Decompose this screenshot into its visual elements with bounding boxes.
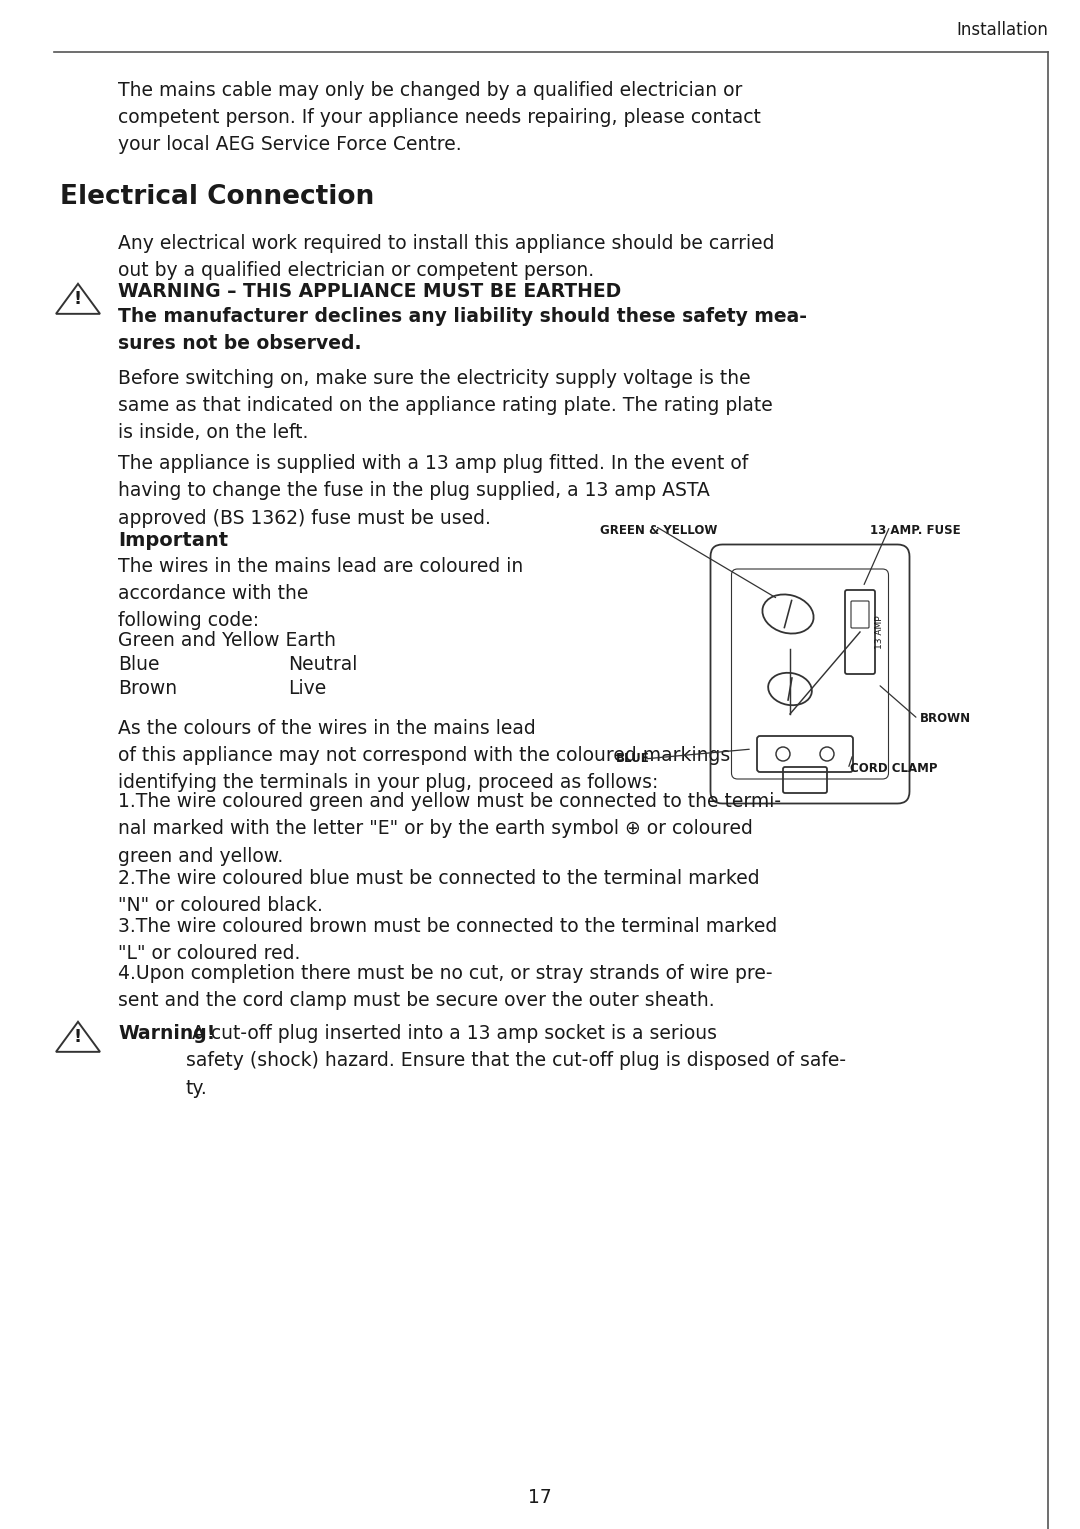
Text: BLUE: BLUE — [616, 752, 650, 766]
Text: Blue: Blue — [118, 654, 160, 674]
Text: Any electrical work required to install this appliance should be carried
out by : Any electrical work required to install … — [118, 234, 774, 280]
Text: The appliance is supplied with a 13 amp plug fitted. In the event of
having to c: The appliance is supplied with a 13 amp … — [118, 454, 748, 528]
Text: !: ! — [73, 1027, 82, 1046]
Text: Green and Yellow Earth: Green and Yellow Earth — [118, 631, 336, 650]
Text: Installation: Installation — [956, 21, 1048, 40]
Text: Important: Important — [118, 531, 228, 550]
Text: !: ! — [73, 291, 82, 307]
Text: As the colours of the wires in the mains lead
of this appliance may not correspo: As the colours of the wires in the mains… — [118, 719, 730, 792]
Text: WARNING – THIS APPLIANCE MUST BE EARTHED: WARNING – THIS APPLIANCE MUST BE EARTHED — [118, 281, 621, 301]
Text: Live: Live — [288, 679, 326, 699]
Text: A cut-off plug inserted into a 13 amp socket is a serious
safety (shock) hazard.: A cut-off plug inserted into a 13 amp so… — [186, 1024, 846, 1098]
Text: The manufacturer declines any liability should these safety mea-
sures not be ob: The manufacturer declines any liability … — [118, 307, 807, 353]
Text: Neutral: Neutral — [288, 654, 357, 674]
Text: 2.The wire coloured blue must be connected to the terminal marked
"N" or coloure: 2.The wire coloured blue must be connect… — [118, 868, 759, 916]
Text: 3.The wire coloured brown must be connected to the terminal marked
"L" or colour: 3.The wire coloured brown must be connec… — [118, 917, 778, 963]
Text: 4.Upon completion there must be no cut, or stray strands of wire pre-
sent and t: 4.Upon completion there must be no cut, … — [118, 963, 772, 1011]
Text: GREEN & YELLOW: GREEN & YELLOW — [600, 524, 717, 537]
Text: CORD CLAMP: CORD CLAMP — [850, 763, 937, 775]
Text: Before switching on, make sure the electricity supply voltage is the
same as tha: Before switching on, make sure the elect… — [118, 368, 773, 442]
Text: 13 AMP: 13 AMP — [876, 615, 885, 648]
Text: Electrical Connection: Electrical Connection — [60, 183, 375, 209]
Text: BROWN: BROWN — [920, 713, 971, 725]
Text: The mains cable may only be changed by a qualified electrician or
competent pers: The mains cable may only be changed by a… — [118, 81, 761, 154]
Text: 1.The wire coloured green and yellow must be connected to the termi-
nal marked : 1.The wire coloured green and yellow mus… — [118, 792, 781, 865]
Text: 13 AMP. FUSE: 13 AMP. FUSE — [870, 524, 960, 537]
Text: The wires in the mains lead are coloured in
accordance with the
following code:: The wires in the mains lead are coloured… — [118, 557, 523, 630]
Text: Warning!: Warning! — [118, 1024, 215, 1043]
Text: 17: 17 — [528, 1488, 552, 1508]
Text: Brown: Brown — [118, 679, 177, 699]
